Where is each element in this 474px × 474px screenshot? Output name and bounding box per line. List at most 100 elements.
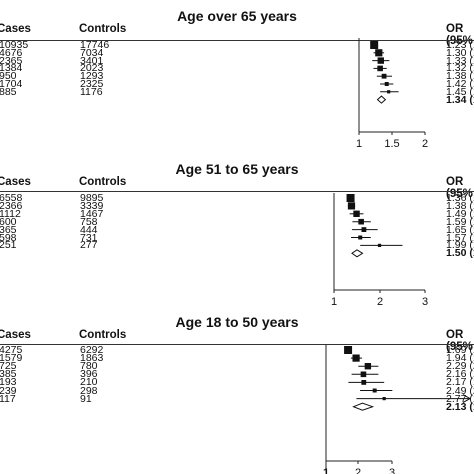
controls-value: 9895 bbox=[80, 192, 104, 204]
controls-value: 758 bbox=[80, 215, 98, 228]
forest-plot: 1 2 3 bbox=[331, 193, 428, 308]
or-marker bbox=[347, 202, 356, 210]
or-ci-value: 1.23 (1.19 bbox=[446, 39, 474, 51]
header-rule bbox=[0, 40, 474, 41]
cases-value: 117 bbox=[0, 392, 16, 405]
controls-header: Controls bbox=[79, 329, 127, 341]
or-ci-value: 1.36 (1.30 bbox=[446, 192, 474, 204]
cases-value: 885 bbox=[0, 85, 17, 98]
x-tick-label: 1 bbox=[323, 467, 329, 474]
or-ci-value: 2.16 (1.80 bbox=[446, 368, 474, 381]
or-ci-value: 1.57 (1.37 bbox=[446, 231, 474, 244]
cases-value: 950 bbox=[0, 70, 17, 83]
or-marker bbox=[344, 346, 353, 354]
cases-value: 193 bbox=[0, 376, 17, 389]
controls-value: 731 bbox=[80, 231, 98, 244]
pooled-or-value: 1.34 (1.28 bbox=[446, 93, 474, 106]
or-ci-value: 2.17 (1.70 bbox=[446, 376, 474, 389]
or-ci-value: 1.69 (1.60 bbox=[446, 344, 474, 356]
controls-value: 3401 bbox=[80, 54, 104, 67]
or-marker bbox=[377, 65, 383, 72]
cases-value: 251 bbox=[0, 239, 17, 252]
or-marker bbox=[346, 194, 355, 202]
cases-value: 2366 bbox=[0, 199, 23, 212]
controls-header: Controls bbox=[79, 23, 127, 35]
cases-header: Cases bbox=[0, 176, 31, 188]
controls-value: 3339 bbox=[80, 199, 104, 212]
or-ci-value: 1.94 (1.78 bbox=[446, 352, 474, 365]
controls-value: 780 bbox=[80, 360, 98, 373]
or-marker bbox=[352, 354, 360, 362]
cases-value: 10935 bbox=[0, 39, 29, 51]
pooled-diamond bbox=[351, 249, 364, 258]
cases-value: 1112 bbox=[0, 207, 21, 220]
controls-value: 17746 bbox=[80, 39, 110, 51]
or-ci-value: 2.49 (2.06 bbox=[446, 384, 474, 397]
x-tick-label: 2 bbox=[355, 467, 361, 474]
x-tick-label: 2 bbox=[422, 138, 428, 150]
controls-header: Controls bbox=[79, 176, 127, 188]
cases-value: 385 bbox=[0, 368, 17, 381]
cases-value: 725 bbox=[0, 360, 17, 373]
or-ci-value: 1.99 (1.57 bbox=[446, 239, 474, 252]
cases-value: 1704 bbox=[0, 78, 23, 90]
x-tick-label: 3 bbox=[422, 296, 428, 308]
or-ci-value: 2.29 (2.01 bbox=[446, 360, 474, 373]
pooled-or-value: 1.50 (1.39 bbox=[446, 247, 474, 260]
or-marker bbox=[387, 90, 391, 94]
header-rule bbox=[0, 191, 474, 192]
x-tick-label: 1 bbox=[331, 296, 337, 308]
panel-title: Age over 65 years bbox=[177, 8, 297, 24]
cases-value: 1579 bbox=[0, 352, 23, 365]
forest-panel-age-51-65: Age 51 to 65 years Cases Controls OR (95… bbox=[0, 155, 474, 313]
or-marker bbox=[381, 73, 387, 79]
or-marker bbox=[353, 210, 360, 217]
cases-value: 1384 bbox=[0, 62, 23, 75]
x-tick-label: 1.5 bbox=[384, 138, 399, 150]
or-ci-value: 1.49 (1.34 bbox=[446, 207, 474, 220]
or-ci-value: 1.65 (1.39 bbox=[446, 223, 474, 236]
cases-value: 598 bbox=[0, 231, 17, 244]
controls-value: 2023 bbox=[80, 62, 104, 75]
or-ci-value: 1.38 (1.30 bbox=[446, 199, 474, 212]
or-marker bbox=[358, 218, 364, 225]
panel-title: Age 18 to 50 years bbox=[175, 314, 299, 330]
cases-value: 6558 bbox=[0, 192, 23, 204]
cases-value: 2365 bbox=[0, 54, 23, 67]
x-tick-label: 3 bbox=[389, 467, 395, 474]
or-ci-value: 1.45 (1.32 bbox=[446, 85, 474, 98]
cases-value: 4676 bbox=[0, 46, 23, 59]
forest-plot: 1 2 3 bbox=[323, 345, 472, 474]
cases-header: Cases bbox=[0, 23, 31, 35]
forest-panel-age-over-65: Age over 65 years Cases Controls OR (95%… bbox=[0, 0, 474, 156]
pooled-diamond bbox=[352, 402, 375, 411]
or-ci-value: 1.30 (1.22 bbox=[446, 46, 474, 59]
forest-panel-age-18-50: Age 18 to 50 years Cases Controls OR (95… bbox=[0, 313, 474, 474]
controls-value: 210 bbox=[80, 376, 98, 389]
controls-value: 1467 bbox=[80, 207, 104, 220]
or-header: OR (95% bbox=[446, 23, 473, 47]
x-tick-label: 2 bbox=[377, 296, 383, 308]
forest-plot: 1 1.5 2 bbox=[356, 38, 428, 150]
or-marker bbox=[372, 388, 377, 393]
or-ci-value: 1.59 (1.40 bbox=[446, 215, 474, 228]
or-marker bbox=[361, 227, 367, 232]
header-rule bbox=[0, 344, 474, 345]
or-marker bbox=[358, 235, 363, 240]
or-ci-value: 1.32 (1.22 bbox=[446, 62, 474, 75]
or-marker bbox=[370, 41, 379, 49]
panel-title: Age 51 to 65 years bbox=[175, 161, 299, 177]
ci-arrow bbox=[462, 394, 472, 404]
or-marker bbox=[382, 397, 386, 401]
controls-value: 1293 bbox=[80, 70, 104, 83]
cases-value: 600 bbox=[0, 215, 17, 228]
controls-value: 91 bbox=[80, 392, 92, 405]
controls-value: 277 bbox=[80, 239, 98, 252]
x-tick-label: 1 bbox=[356, 138, 362, 150]
controls-value: 1176 bbox=[80, 85, 103, 98]
cases-value: 239 bbox=[0, 384, 17, 397]
or-ci-value: 1.33 (1.20 bbox=[446, 54, 474, 67]
cases-header: Cases bbox=[0, 329, 31, 341]
or-marker bbox=[364, 363, 372, 370]
controls-value: 396 bbox=[80, 368, 98, 381]
